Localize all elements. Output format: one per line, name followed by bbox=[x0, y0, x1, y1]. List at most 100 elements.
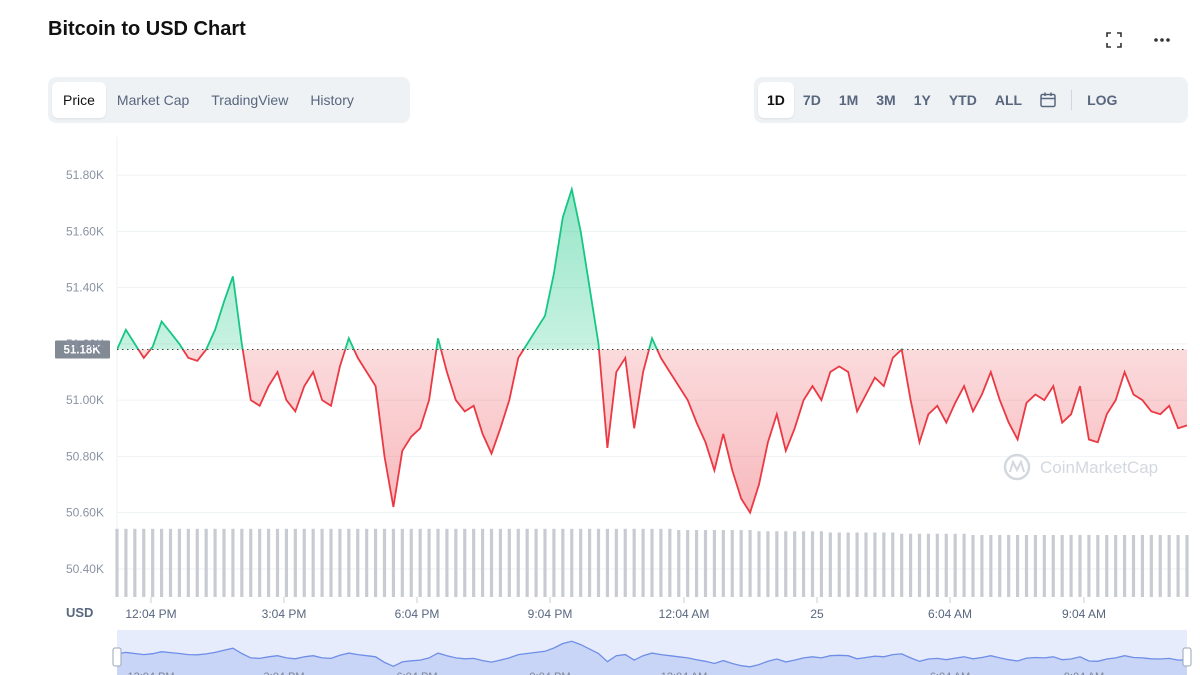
volume-bar bbox=[810, 531, 815, 597]
fullscreen-icon[interactable] bbox=[1100, 26, 1128, 54]
x-tick-label: 9:04 AM bbox=[1062, 607, 1106, 621]
volume-bar bbox=[579, 528, 583, 597]
volume-bar bbox=[347, 528, 351, 597]
volume-bar bbox=[605, 528, 610, 597]
range-1d[interactable]: 1D bbox=[758, 82, 794, 118]
volume-bar bbox=[570, 528, 574, 597]
more-icon[interactable] bbox=[1148, 26, 1176, 54]
price-line-down bbox=[117, 349, 1187, 515]
navigator-tick-label: 6:04 PM bbox=[397, 671, 438, 675]
y-tick-label: 50.60K bbox=[66, 506, 104, 520]
tab-price[interactable]: Price bbox=[52, 82, 106, 118]
volume-bar bbox=[864, 532, 868, 597]
volume-bar bbox=[1131, 535, 1136, 597]
range-ytd[interactable]: YTD bbox=[948, 92, 977, 108]
volume-bar bbox=[962, 533, 966, 597]
volume-bar bbox=[989, 535, 993, 597]
volume-bar bbox=[855, 532, 859, 597]
x-tick-label: 12:04 PM bbox=[125, 607, 176, 621]
volume-bar bbox=[1069, 535, 1073, 597]
price-line bbox=[117, 185, 1187, 515]
volume-bar bbox=[311, 528, 315, 597]
volume-bar bbox=[837, 532, 841, 597]
volume-bar bbox=[240, 528, 244, 597]
volume-bar bbox=[115, 528, 119, 597]
volume-bar bbox=[1024, 535, 1029, 597]
volume-bar bbox=[338, 528, 342, 597]
volume-bar bbox=[142, 528, 146, 597]
range-1m[interactable]: 1M bbox=[838, 92, 859, 108]
volume-bar bbox=[703, 530, 708, 597]
x-tick-label: 12:04 AM bbox=[659, 607, 710, 621]
volume-bar bbox=[926, 533, 931, 597]
volume-bar bbox=[784, 531, 788, 597]
volume-bar bbox=[694, 530, 699, 597]
volume-bar bbox=[846, 532, 850, 597]
reference-line: 51.18K bbox=[55, 340, 1187, 359]
volume-bar bbox=[151, 528, 155, 597]
volume-bar bbox=[507, 528, 511, 597]
range-3m[interactable]: 3M bbox=[876, 92, 896, 108]
volume-bar bbox=[766, 531, 770, 597]
volume-bar bbox=[623, 528, 627, 597]
calendar-icon[interactable] bbox=[1031, 82, 1065, 118]
volume-bar bbox=[373, 528, 378, 597]
volume-bar bbox=[793, 531, 797, 597]
volume-bar bbox=[730, 530, 734, 597]
volume-bar bbox=[525, 528, 529, 597]
volume-bar bbox=[1149, 535, 1153, 597]
volume-bar bbox=[356, 528, 360, 597]
volume-bar bbox=[275, 528, 280, 597]
volume-bar bbox=[498, 528, 503, 597]
volume-bar bbox=[409, 528, 413, 597]
x-tick-label: 25 bbox=[810, 607, 824, 621]
tab-market-cap[interactable]: Market Cap bbox=[116, 92, 190, 108]
volume-bar bbox=[329, 528, 333, 597]
volume-bar bbox=[917, 533, 922, 597]
y-axis-ticks: 51.80K 51.60K 51.40K 51.20K 51.00K 50.80K 50.6… bbox=[66, 168, 104, 576]
volume-bar bbox=[1114, 535, 1118, 597]
range-navigator[interactable]: 12:04 PM 3:04 PM 6:04 PM 9:04 PM 12:04 AM 6:0… bbox=[112, 630, 1192, 675]
price-line-up bbox=[117, 185, 903, 350]
navigator-handle-right[interactable] bbox=[1182, 647, 1192, 667]
tab-history[interactable]: History bbox=[310, 92, 354, 108]
volume-bar bbox=[659, 528, 663, 597]
range-1y[interactable]: 1Y bbox=[913, 92, 931, 108]
volume-bar bbox=[436, 528, 440, 597]
navigator-handle-left[interactable] bbox=[112, 647, 122, 667]
volume-bar bbox=[587, 528, 592, 597]
range-all[interactable]: ALL bbox=[994, 92, 1023, 108]
volume-bar bbox=[231, 528, 235, 597]
volume-bar bbox=[1096, 535, 1100, 597]
grid-lines bbox=[116, 137, 1187, 597]
volume-bar bbox=[1105, 535, 1109, 597]
volume-bar bbox=[908, 533, 913, 597]
volume-bar bbox=[320, 528, 324, 597]
volume-bar bbox=[953, 533, 957, 597]
y-tick-label: 51.00K bbox=[66, 393, 104, 407]
volume-bar bbox=[561, 528, 565, 597]
range-7d[interactable]: 7D bbox=[802, 92, 821, 108]
volume-bar bbox=[534, 528, 538, 597]
volume-bar bbox=[489, 528, 494, 597]
volume-bar bbox=[400, 528, 404, 597]
tab-tradingview[interactable]: TradingView bbox=[211, 92, 289, 108]
navigator-tick-label: 9:04 PM bbox=[530, 671, 571, 675]
y-tick-label: 51.20K bbox=[66, 337, 104, 351]
log-toggle[interactable]: LOG bbox=[1087, 92, 1118, 108]
currency-label: USD bbox=[66, 605, 93, 620]
volume-bar bbox=[266, 528, 271, 597]
volume-bar bbox=[480, 528, 485, 597]
volume-bar bbox=[213, 528, 217, 597]
volume-bar bbox=[1078, 535, 1082, 597]
navigator-tick-label: 3:04 PM bbox=[264, 671, 305, 675]
volume-bar bbox=[1122, 535, 1127, 597]
volume-bar bbox=[677, 530, 681, 597]
volume-bar bbox=[391, 528, 396, 597]
volume-bar bbox=[1185, 535, 1189, 597]
volume-bar bbox=[1158, 535, 1162, 597]
volume-bar bbox=[1015, 535, 1020, 597]
area-above-reference bbox=[117, 189, 1187, 350]
volume-bar bbox=[1167, 535, 1171, 597]
volume-bar bbox=[891, 532, 895, 597]
